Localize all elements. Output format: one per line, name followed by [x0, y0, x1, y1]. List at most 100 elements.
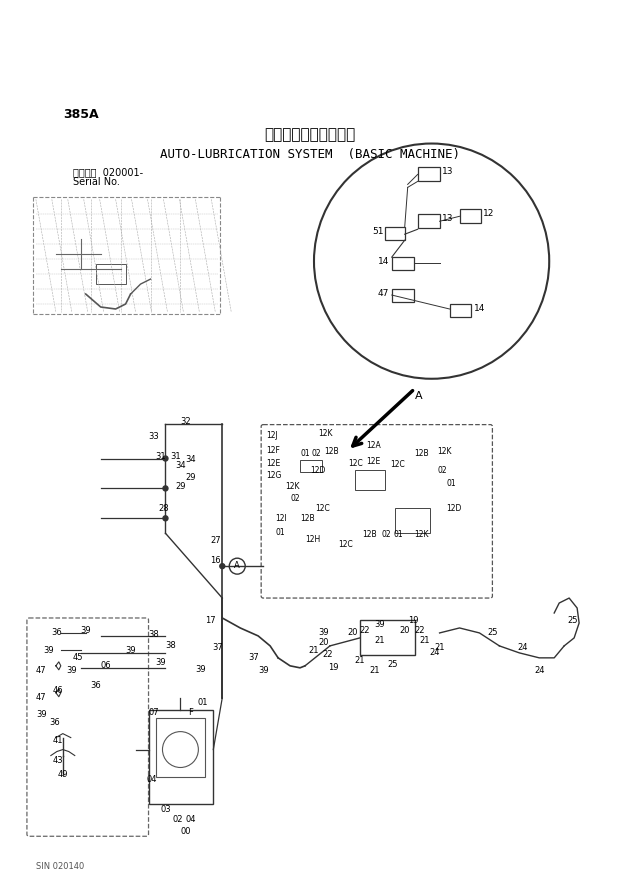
- Text: 385A: 385A: [63, 107, 99, 120]
- Text: 12K: 12K: [415, 530, 429, 540]
- Text: 31: 31: [156, 451, 166, 461]
- Text: 02: 02: [172, 815, 183, 824]
- Text: 34: 34: [185, 455, 196, 464]
- Text: 12J: 12J: [266, 430, 278, 440]
- Text: 12I: 12I: [275, 514, 287, 523]
- Text: 28: 28: [159, 505, 169, 513]
- Text: 36: 36: [49, 718, 60, 726]
- Text: 51: 51: [372, 227, 383, 237]
- Text: 12D: 12D: [446, 505, 462, 513]
- Text: F: F: [188, 708, 193, 717]
- Text: 37: 37: [248, 653, 259, 662]
- Text: 38: 38: [149, 630, 159, 639]
- Text: 47: 47: [36, 666, 46, 675]
- Text: 39: 39: [195, 665, 206, 674]
- Text: 13: 13: [441, 168, 453, 176]
- Text: 24: 24: [517, 643, 528, 652]
- Text: 45: 45: [73, 653, 83, 662]
- Text: 02: 02: [382, 530, 391, 540]
- Text: 12D: 12D: [310, 466, 326, 476]
- Text: 21: 21: [355, 656, 365, 665]
- Text: 21: 21: [435, 643, 445, 652]
- Text: 12K: 12K: [285, 483, 299, 491]
- Text: 適用号機  020001-: 適用号機 020001-: [73, 168, 143, 177]
- Text: 29: 29: [175, 483, 186, 491]
- Text: 19: 19: [328, 663, 339, 672]
- Text: 22: 22: [360, 626, 370, 635]
- Bar: [385, 227, 405, 240]
- Text: 12B: 12B: [300, 514, 315, 523]
- Text: 29: 29: [185, 473, 196, 483]
- Text: 32: 32: [180, 416, 191, 426]
- Text: 36: 36: [91, 681, 102, 690]
- Text: 12B: 12B: [362, 530, 376, 540]
- Text: 22: 22: [322, 650, 332, 659]
- Text: 21: 21: [374, 636, 385, 645]
- Text: 41: 41: [53, 736, 63, 745]
- Text: 47: 47: [36, 693, 46, 702]
- Text: 12B: 12B: [415, 449, 429, 457]
- Text: 20: 20: [318, 638, 329, 647]
- Text: 04: 04: [146, 775, 157, 785]
- Text: 20: 20: [400, 626, 410, 635]
- Text: 04: 04: [185, 815, 196, 824]
- Text: 19: 19: [408, 616, 418, 625]
- Bar: [300, 460, 322, 472]
- Text: 01: 01: [446, 479, 456, 488]
- Text: 24: 24: [430, 648, 440, 656]
- Text: 34: 34: [175, 462, 186, 471]
- Text: 39: 39: [66, 666, 76, 675]
- Bar: [392, 289, 414, 302]
- Text: 49: 49: [58, 771, 68, 780]
- Text: 47: 47: [378, 289, 389, 298]
- Text: 07: 07: [149, 708, 159, 717]
- Text: 12C: 12C: [390, 460, 404, 470]
- Circle shape: [220, 564, 225, 568]
- Text: 12C: 12C: [348, 458, 363, 468]
- Text: 02: 02: [290, 494, 299, 504]
- Text: 12B: 12B: [324, 447, 339, 456]
- Text: 25: 25: [487, 628, 498, 637]
- Text: 12: 12: [484, 210, 495, 218]
- Text: 31: 31: [170, 451, 181, 461]
- Text: 12K: 12K: [438, 447, 452, 456]
- Text: 01: 01: [275, 528, 285, 537]
- Text: AUTO-LUBRICATION SYSTEM  (BASIC MACHINE): AUTO-LUBRICATION SYSTEM (BASIC MACHINE): [160, 148, 460, 161]
- Text: 27: 27: [210, 536, 221, 546]
- Text: 21: 21: [370, 666, 380, 675]
- Text: 02: 02: [312, 449, 322, 457]
- Bar: [392, 258, 414, 270]
- Bar: [395, 508, 430, 533]
- Text: 46: 46: [53, 686, 63, 695]
- Text: 01: 01: [197, 698, 208, 707]
- Text: Serial No.: Serial No.: [73, 177, 120, 188]
- Text: 22: 22: [415, 626, 425, 635]
- Circle shape: [163, 516, 168, 521]
- Bar: [418, 214, 440, 228]
- Text: 20: 20: [348, 628, 358, 637]
- Text: 24: 24: [534, 666, 545, 675]
- Bar: [459, 210, 482, 223]
- Text: 25: 25: [567, 616, 578, 625]
- Bar: [95, 265, 126, 284]
- Text: 14: 14: [378, 258, 389, 266]
- Text: 39: 39: [81, 626, 91, 635]
- Text: 01: 01: [394, 530, 404, 540]
- Text: 12K: 12K: [318, 429, 332, 437]
- Circle shape: [163, 486, 168, 491]
- Text: 36: 36: [51, 628, 61, 637]
- Bar: [355, 471, 385, 491]
- Text: 39: 39: [374, 620, 386, 629]
- Text: 03: 03: [161, 806, 171, 815]
- Text: 39: 39: [156, 658, 166, 667]
- Text: 00: 00: [180, 828, 191, 836]
- Text: 37: 37: [212, 643, 223, 652]
- Text: 12E: 12E: [266, 458, 280, 468]
- Text: 13: 13: [441, 214, 453, 223]
- Text: A: A: [234, 561, 240, 570]
- Text: 39: 39: [258, 666, 269, 675]
- Text: 25: 25: [388, 660, 398, 669]
- Text: SIN 020140: SIN 020140: [36, 863, 84, 871]
- Circle shape: [163, 456, 168, 461]
- Bar: [156, 718, 205, 778]
